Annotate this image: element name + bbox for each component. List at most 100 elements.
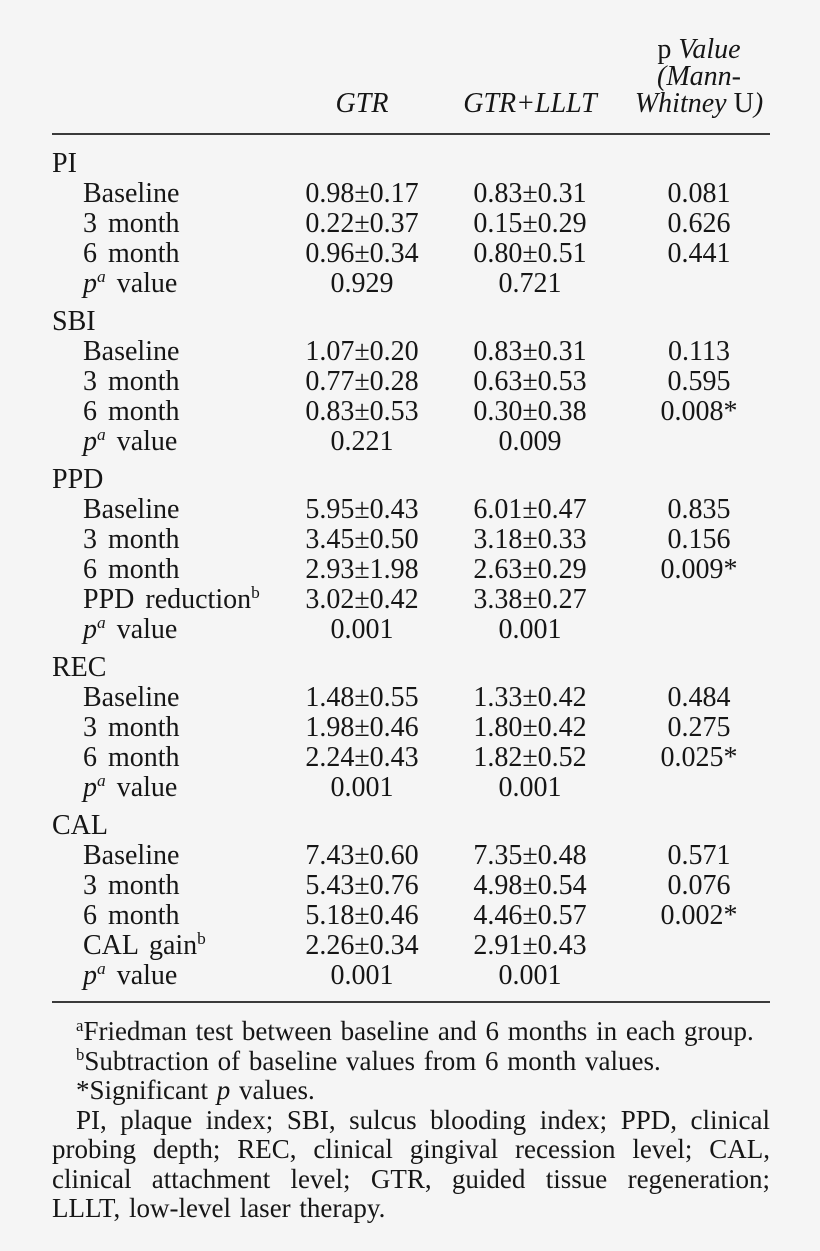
cell-gtr-lllt: 2.63±0.29 <box>473 554 587 585</box>
cell-gtr: 3.45±0.50 <box>305 524 419 555</box>
cell-p-value: 0.275 <box>667 712 731 743</box>
row-label: 6 month <box>52 239 292 269</box>
table-row: 6 month 0.83±0.53 0.30±0.38 0.008* <box>52 397 770 427</box>
row-label: 3 month <box>52 367 292 397</box>
table-row: Baseline 1.48±0.55 1.33±0.42 0.484 <box>52 683 770 713</box>
table-row: 6 month 2.93±1.98 2.63±0.29 0.009* <box>52 555 770 585</box>
row-label: 3 month <box>52 525 292 555</box>
cell-p-value <box>628 615 770 645</box>
cell-gtr: 2.93±1.98 <box>305 554 419 585</box>
row-label: Baseline <box>52 337 292 367</box>
cell-p-value: 0.081 <box>667 178 731 209</box>
cell-p-value: 0.156 <box>667 524 731 555</box>
text-segment: Friedman test between baseline and 6 mon… <box>83 1016 754 1046</box>
cell-gtr-lllt: 3.18±0.33 <box>473 524 587 555</box>
cell-p-value: 0.002* <box>660 900 738 931</box>
row-label: 6 month <box>52 901 292 931</box>
section-heading: PI <box>52 148 77 179</box>
table-section-sbi: SBI Baseline 1.07±0.20 0.83±0.31 0.113 3 mont… <box>52 307 770 457</box>
cell-gtr: 1.07±0.20 <box>305 336 419 367</box>
cell-gtr: 1.48±0.55 <box>305 682 419 713</box>
text-segment: p <box>83 960 97 991</box>
cell-p-value <box>628 961 770 991</box>
cell-gtr: 0.77±0.28 <box>305 366 419 397</box>
text-segment: *Significant <box>76 1075 217 1105</box>
row-label: 6 month <box>52 555 292 585</box>
text-segment: Baseline <box>83 494 180 525</box>
row-label: pa value <box>52 267 292 299</box>
text-segment: value <box>105 772 178 803</box>
text-segment: 3 month <box>83 208 180 239</box>
row-label: pa value <box>52 959 292 991</box>
text-segment: value <box>105 426 178 457</box>
cell-gtr-lllt: 0.721 <box>498 268 562 299</box>
text-segment: 3 month <box>83 524 180 555</box>
cell-gtr-lllt: 0.30±0.38 <box>473 396 587 427</box>
cell-p-value <box>628 585 770 615</box>
cell-gtr-lllt: 1.80±0.42 <box>473 712 587 743</box>
text-segment: p <box>83 426 97 457</box>
cell-gtr: 0.98±0.17 <box>305 178 419 209</box>
table-row: 3 month 0.22±0.37 0.15±0.29 0.626 <box>52 209 770 239</box>
text-segment: 6 month <box>83 396 180 427</box>
cell-p-value: 0.835 <box>667 494 731 525</box>
table-row: 3 month 1.98±0.46 1.80±0.42 0.275 <box>52 713 770 743</box>
table-row: 6 month 5.18±0.46 4.46±0.57 0.002* <box>52 901 770 931</box>
abbreviations-paragraph: PI, plaque index; SBI, sulcus blooding i… <box>52 1104 770 1223</box>
table-row: 6 month 0.96±0.34 0.80±0.51 0.441 <box>52 239 770 269</box>
table-row: 3 month 3.45±0.50 3.18±0.33 0.156 <box>52 525 770 555</box>
table-row: pa value 0.001 0.001 <box>52 959 770 991</box>
footnote-significant: *Significant p values. <box>52 1075 770 1106</box>
footnote-a: aFriedman test between baseline and 6 mo… <box>52 1015 770 1047</box>
cell-p-value: 0.008* <box>660 396 738 427</box>
top-rule-divider <box>52 133 770 135</box>
header-p-value-line3: Whitney U) <box>628 88 770 119</box>
text-segment: Whitney <box>634 88 727 119</box>
table-row: PPD reductionb 3.02±0.42 3.38±0.27 <box>52 584 770 615</box>
row-label: Baseline <box>52 179 292 209</box>
table-header: GTR GTR+LLLT p Value (Mann- Whitney U) <box>52 34 770 119</box>
text-segment: (Mann- <box>657 61 741 92</box>
cell-gtr-lllt: 4.46±0.57 <box>473 900 587 931</box>
text-segment: p <box>83 614 97 645</box>
cell-gtr: 5.95±0.43 <box>305 494 419 525</box>
cell-gtr-lllt: 0.63±0.53 <box>473 366 587 397</box>
cell-p-value: 0.113 <box>668 336 730 367</box>
text-segment: p <box>83 268 97 299</box>
cell-gtr-lllt: 4.98±0.54 <box>473 870 587 901</box>
cell-gtr-lllt: 0.009 <box>498 426 562 457</box>
superscript-marker: a <box>97 267 106 287</box>
row-label: pa value <box>52 614 292 645</box>
cell-p-value <box>628 931 770 961</box>
row-label: 3 month <box>52 713 292 743</box>
text-segment: p <box>216 1075 231 1105</box>
cell-gtr: 7.43±0.60 <box>305 840 419 871</box>
superscript-marker: a <box>97 425 106 445</box>
cell-p-value: 0.025* <box>660 742 738 773</box>
cell-gtr-lllt: 0.83±0.31 <box>473 178 587 209</box>
text-segment: ) <box>753 88 764 119</box>
cell-gtr: 2.26±0.34 <box>305 930 419 961</box>
superscript-marker: a <box>97 959 106 979</box>
superscript-marker: a <box>97 771 106 791</box>
text-segment: 6 month <box>83 554 180 585</box>
cell-gtr-lllt: 2.91±0.43 <box>473 930 587 961</box>
row-label: Baseline <box>52 495 292 525</box>
text-segment: Value <box>678 34 741 65</box>
text-segment: value <box>105 268 178 299</box>
table-row: CAL gainb 2.26±0.34 2.91±0.43 <box>52 930 770 961</box>
superscript-marker: a <box>76 1015 84 1035</box>
text-segment: Subtraction of baseline values from 6 mo… <box>84 1045 661 1076</box>
section-heading: PPD <box>52 464 104 495</box>
table-footnotes: aFriedman test between baseline and 6 mo… <box>52 1015 770 1224</box>
header-p-value-line1: p Value <box>628 34 770 65</box>
table-section-ppd: PPD Baseline 5.95±0.43 6.01±0.47 0.835 3 mont… <box>52 465 770 645</box>
section-heading: REC <box>52 652 107 683</box>
cell-gtr: 0.221 <box>330 426 394 457</box>
cell-gtr-lllt: 6.01±0.47 <box>473 494 587 525</box>
table-row: 3 month 5.43±0.76 4.98±0.54 0.076 <box>52 871 770 901</box>
cell-gtr: 0.001 <box>330 772 394 803</box>
row-label: 3 month <box>52 209 292 239</box>
header-p-value-line2: (Mann- <box>628 61 770 92</box>
cell-gtr: 3.02±0.42 <box>305 584 419 615</box>
